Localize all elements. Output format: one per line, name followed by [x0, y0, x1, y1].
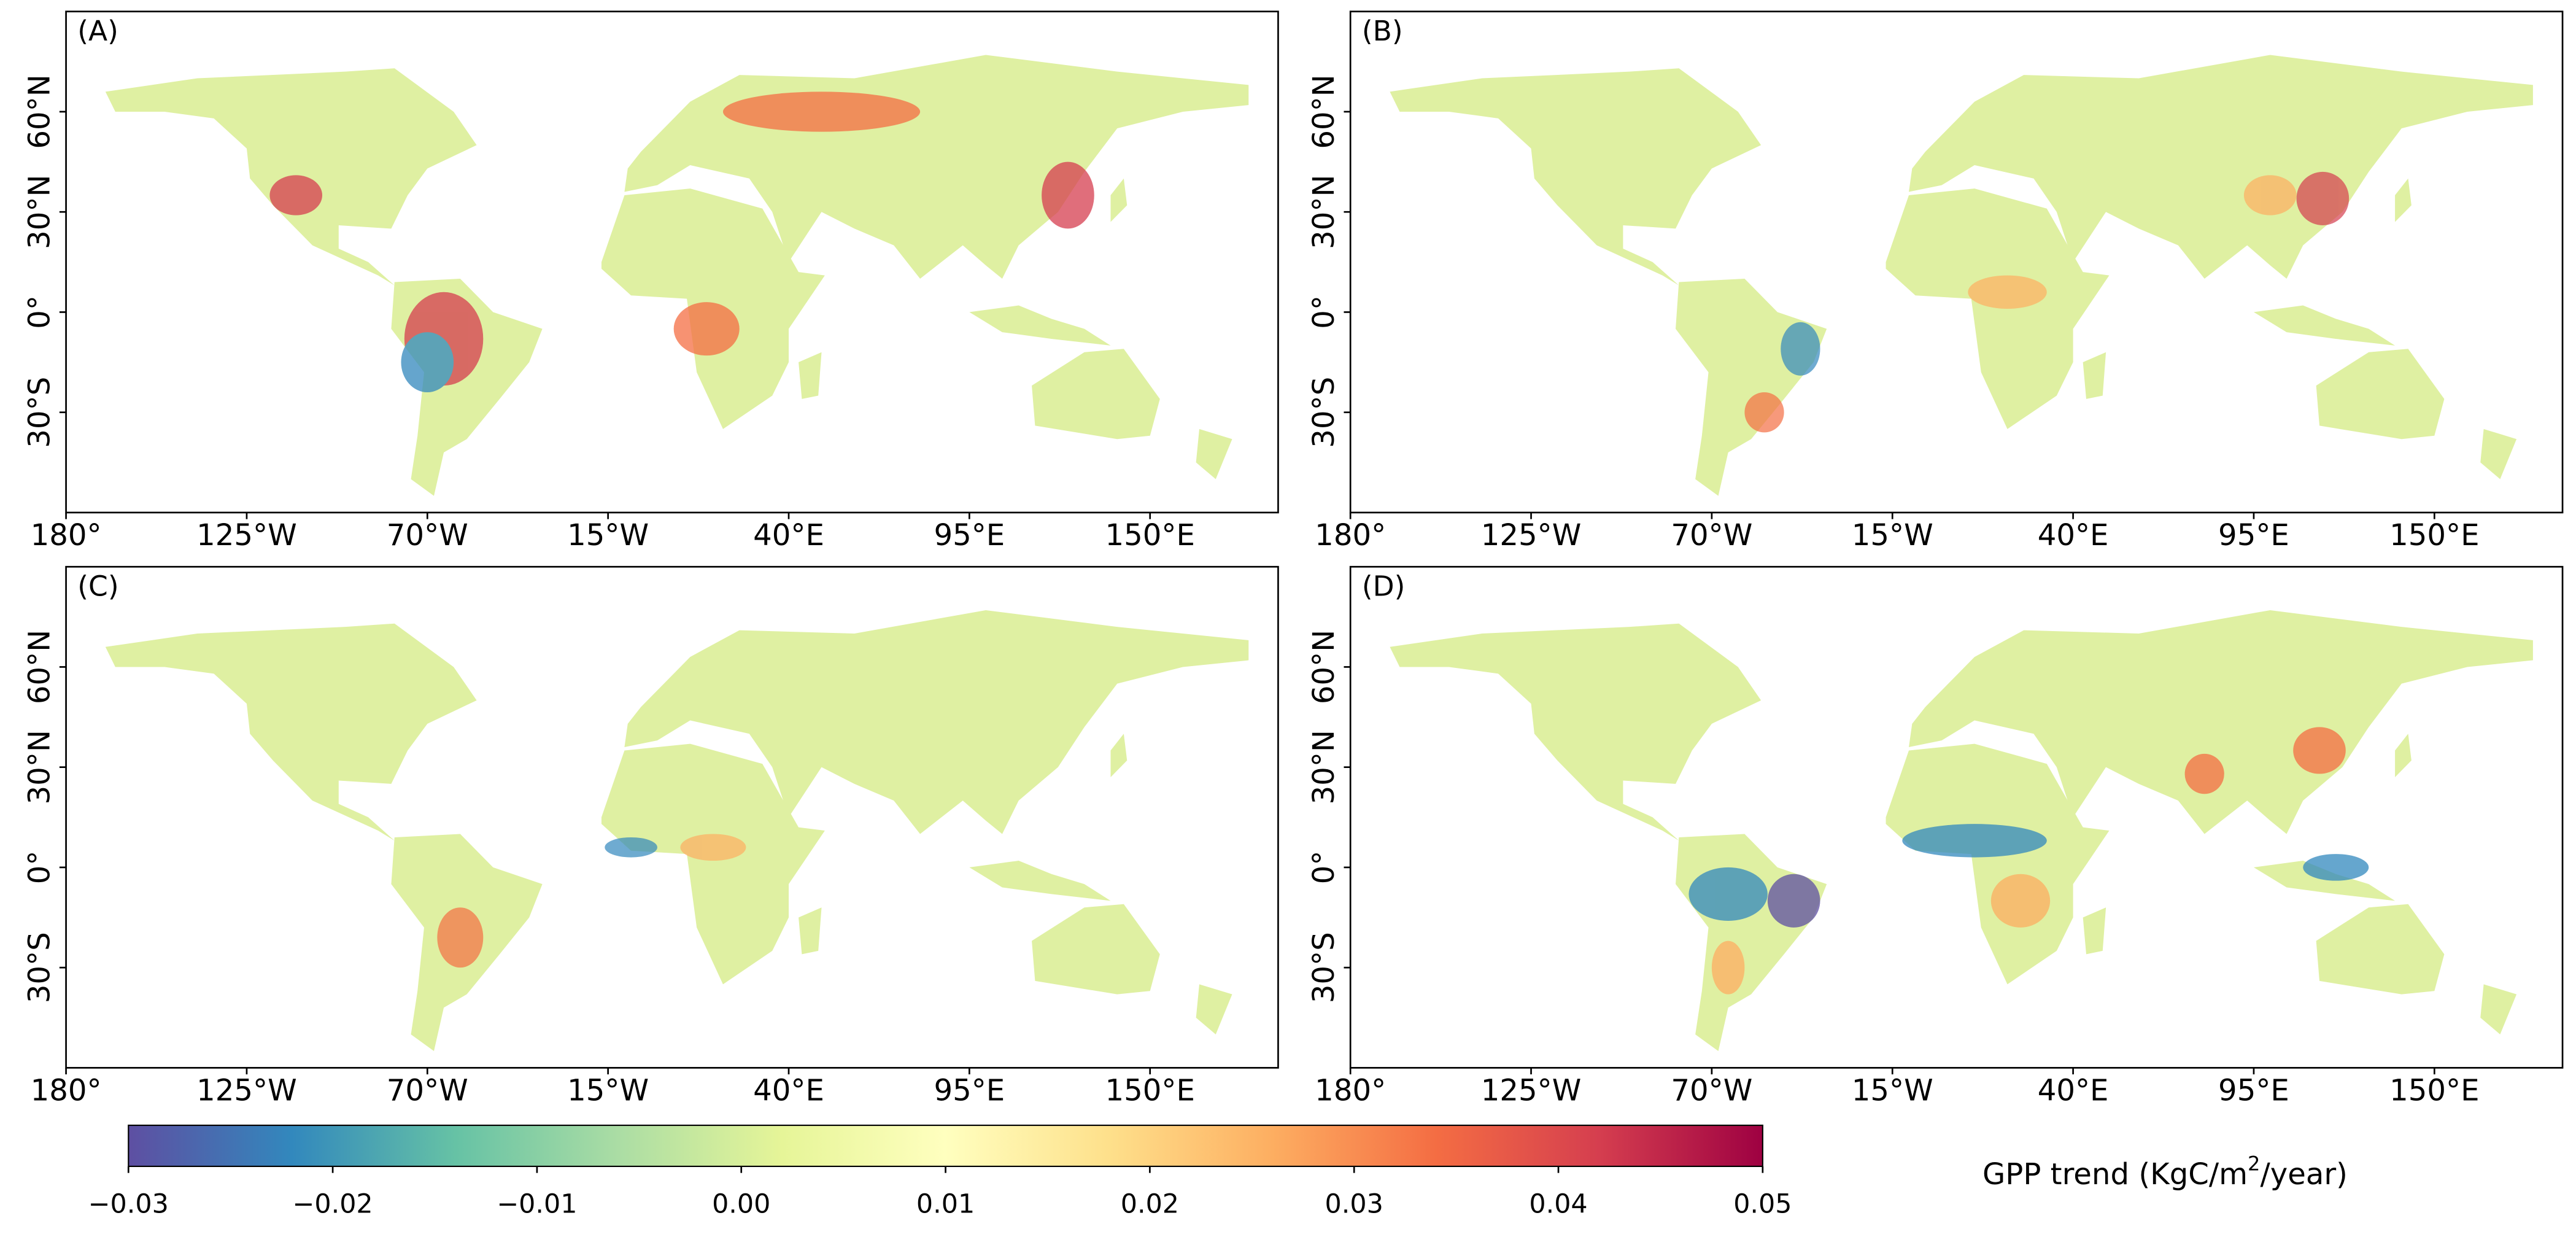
lat-tick-label: 0°: [22, 295, 56, 329]
lat-tick-label: 30°N: [22, 175, 56, 249]
lon-tick-label: 125°W: [1481, 1074, 1582, 1108]
panel-label: (A): [77, 15, 118, 47]
lat-tick-label: 60°N: [22, 630, 56, 704]
colorbar-tick-label: 0.03: [1325, 1189, 1383, 1220]
lat-tick-label: 30°N: [1307, 175, 1341, 249]
map-panel: (B) 180° 125°W 70°W 15°W 40°E 95°E 150°E 60°N 30°…: [1307, 10, 2564, 553]
lon-tick-label: 70°W: [1671, 518, 1752, 553]
lon-tick-label: 125°W: [196, 518, 297, 553]
panel-frame: [65, 565, 1279, 1069]
lat-tick-label: 30°N: [1307, 730, 1341, 804]
colorbar-bar: [128, 1124, 1763, 1168]
lon-tick-label: 70°W: [387, 518, 468, 553]
lon-tick-label: 95°E: [2218, 1074, 2289, 1108]
lon-tick-label: 95°E: [2218, 518, 2289, 553]
lon-tick-label: 70°W: [387, 1074, 468, 1108]
colorbar: −0.03 −0.02 −0.01 0.00 0.01 0.02 0.03 0.04 0.05: [88, 1124, 1792, 1220]
lon-tick-label: 180°: [1315, 518, 1386, 553]
colorbar-tick-label: 0.02: [1121, 1189, 1179, 1220]
land: [1390, 55, 2533, 496]
lon-tick-label: 150°E: [1105, 1074, 1195, 1108]
label-text: GPP trend (KgC/m: [1982, 1157, 2248, 1192]
colorbar-label: GPP trend (KgC/m2/year): [1982, 1152, 2348, 1192]
lat-tick-label: 60°N: [22, 74, 56, 149]
panel-label: (B): [1362, 15, 1403, 47]
land: [105, 610, 1249, 1052]
colorbar-tick-label: −0.01: [497, 1189, 577, 1220]
lon-tick-label: 70°W: [1671, 1074, 1752, 1108]
lat-tick-label: 60°N: [1307, 74, 1341, 149]
panel-frame: [1349, 565, 2564, 1069]
colorbar-tick-label: 0.01: [916, 1189, 975, 1220]
label-sup: 2: [2248, 1152, 2260, 1175]
lat-tick-label: 30°S: [1307, 377, 1341, 448]
label-tail: /year): [2260, 1157, 2347, 1192]
lon-tick-label: 15°W: [567, 1074, 649, 1108]
panel-frame: [65, 10, 1279, 514]
lon-tick-label: 180°: [1315, 1074, 1386, 1108]
colorbar-tick-label: 0.05: [1733, 1189, 1792, 1220]
panel-label: (D): [1362, 570, 1406, 602]
colorbar-tick-label: −0.03: [88, 1189, 169, 1220]
colorbar-tick-label: 0.04: [1529, 1189, 1587, 1220]
lon-tick-label: 180°: [31, 518, 102, 553]
colorbar-tick-label: −0.02: [293, 1189, 373, 1220]
lon-tick-label: 40°E: [2038, 518, 2109, 553]
lat-tick-label: 0°: [1307, 295, 1341, 329]
panel-label: (C): [77, 570, 118, 602]
panel-frame: [1349, 10, 2564, 514]
lat-tick-label: 30°S: [22, 932, 56, 1003]
lat-tick-label: 60°N: [1307, 630, 1341, 704]
lon-tick-label: 15°W: [567, 518, 649, 553]
lat-tick-label: 0°: [1307, 851, 1341, 885]
lon-tick-label: 150°E: [2389, 1074, 2479, 1108]
lon-tick-label: 15°W: [1852, 1074, 1933, 1108]
lat-tick-label: 30°S: [22, 377, 56, 448]
lat-tick-label: 30°N: [22, 730, 56, 804]
map-panel: (D) 180° 125°W 70°W 15°W 40°E 95°E 150°E 60°N 30°…: [1307, 565, 2564, 1108]
map-panel: (C) 180° 125°W 70°W 15°W 40°E 95°E 150°E 60°N 30°…: [22, 565, 1279, 1108]
lon-tick-label: 40°E: [753, 1074, 824, 1108]
lon-tick-label: 95°E: [934, 518, 1005, 553]
land: [105, 55, 1249, 496]
lon-tick-label: 180°: [31, 1074, 102, 1108]
lon-tick-label: 125°W: [1481, 518, 1582, 553]
lon-tick-label: 150°E: [1105, 518, 1195, 553]
lon-tick-label: 40°E: [753, 518, 824, 553]
lat-tick-label: 0°: [22, 851, 56, 885]
lon-tick-label: 15°W: [1852, 518, 1933, 553]
lon-tick-label: 95°E: [934, 1074, 1005, 1108]
maps: (A) 180° 125°W 70°W 15°W 40°E 95°E 150°E 60°N 30°…: [22, 10, 2564, 1108]
colorbar-tick-label: 0.00: [712, 1189, 770, 1220]
lat-tick-label: 30°S: [1307, 932, 1341, 1003]
lon-tick-label: 125°W: [196, 1074, 297, 1108]
lon-tick-label: 40°E: [2038, 1074, 2109, 1108]
lon-tick-label: 150°E: [2389, 518, 2479, 553]
map-panel: (A) 180° 125°W 70°W 15°W 40°E 95°E 150°E 60°N 30°…: [22, 10, 1279, 553]
